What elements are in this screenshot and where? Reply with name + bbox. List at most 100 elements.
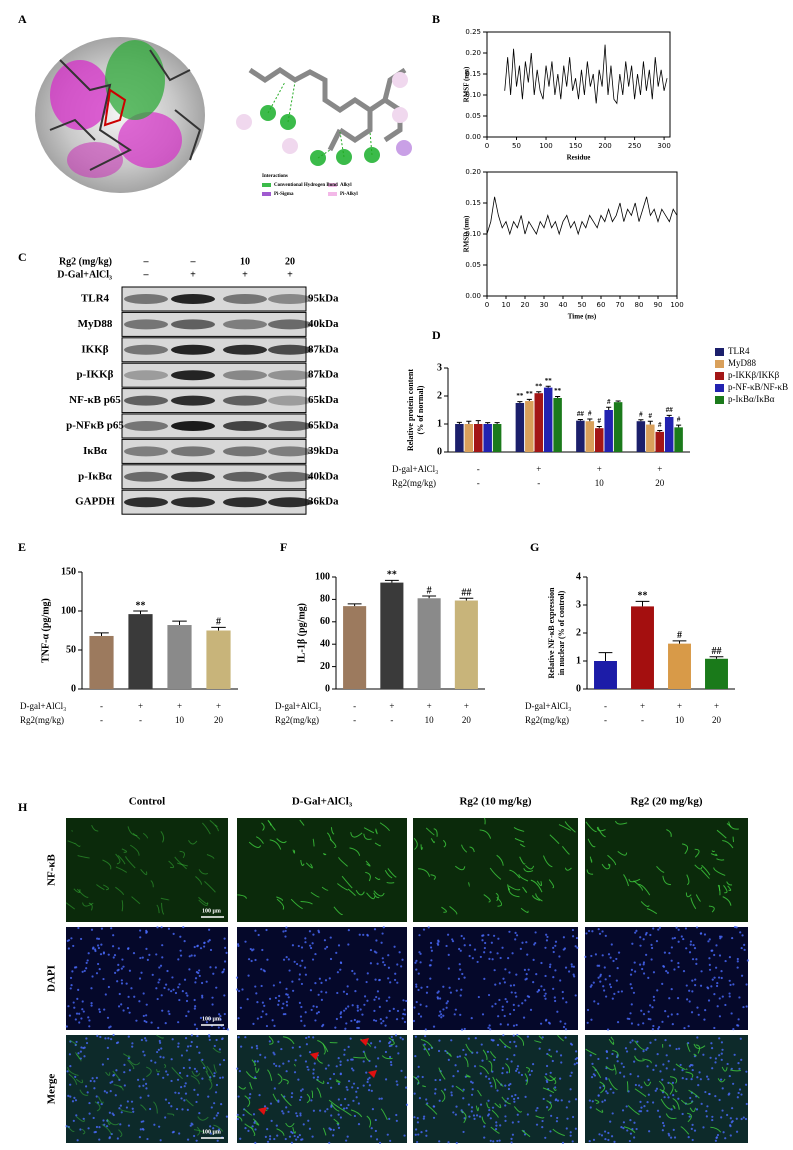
nucleus [284, 935, 287, 938]
nucleus [425, 1129, 428, 1132]
nucleus [337, 1098, 340, 1101]
fiber [374, 842, 381, 847]
fiber [665, 1113, 677, 1120]
nucleus [517, 1120, 520, 1123]
nucleus [688, 951, 692, 954]
nucleus [240, 1045, 243, 1048]
nucleus [208, 928, 211, 931]
nucleus [620, 990, 624, 993]
nucleus [447, 967, 450, 970]
nucleus [123, 1063, 126, 1067]
bar [417, 598, 441, 689]
nucleus [413, 1116, 416, 1119]
nucleus [236, 1117, 239, 1121]
nucleus [111, 945, 115, 948]
nucleus [670, 988, 673, 991]
nucleus [356, 1004, 359, 1007]
nucleus [559, 979, 562, 982]
nucleus [732, 1028, 735, 1031]
nucleus [355, 1090, 358, 1093]
nucleus [683, 1027, 686, 1030]
y-tick-label: 80 [320, 594, 330, 605]
blot-protein: GAPDH [75, 496, 115, 508]
nucleus [247, 974, 250, 977]
nucleus [414, 1035, 417, 1038]
blot-size: 36kDa [308, 496, 339, 508]
fiber [694, 864, 703, 870]
nucleus [555, 1050, 558, 1053]
nucleus [575, 1050, 578, 1053]
nucleus [598, 1133, 601, 1136]
nucleus [72, 1001, 75, 1004]
nucleus [545, 939, 549, 942]
nucleus [149, 1107, 152, 1111]
nucleus [620, 1062, 623, 1065]
fiber [727, 885, 732, 892]
bar [515, 403, 525, 452]
nucleus [219, 1014, 222, 1018]
nucleus [718, 1098, 721, 1102]
nucleus [334, 1026, 337, 1029]
nucleus [630, 1022, 634, 1025]
fiber [449, 905, 458, 915]
nucleus [470, 1093, 474, 1096]
nucleus [83, 969, 86, 972]
nucleus [708, 968, 712, 971]
blot-band [268, 370, 312, 381]
nucleus [375, 951, 378, 954]
nucleus [120, 982, 124, 985]
bar [631, 606, 654, 689]
nucleus [291, 1092, 294, 1095]
nucleus [190, 1122, 193, 1125]
fiber [469, 846, 475, 853]
nucleus [552, 946, 555, 949]
nucleus [422, 928, 426, 931]
nucleus [423, 1043, 426, 1046]
nucleus [497, 937, 500, 940]
fiber [67, 1125, 75, 1133]
fiber [585, 821, 597, 833]
nucleus [545, 933, 548, 936]
nucleus [307, 1119, 310, 1122]
nucleus [648, 1130, 651, 1133]
nucleus [157, 1073, 160, 1076]
nucleus [94, 949, 97, 953]
y-tick-label: 100 [61, 605, 76, 616]
nucleus [740, 974, 744, 977]
nucleus [297, 1078, 300, 1081]
fiber [717, 1078, 726, 1083]
nucleus [516, 1065, 520, 1068]
error-bar [545, 385, 551, 388]
nucleus [253, 1060, 257, 1063]
fiber [701, 864, 711, 876]
nucleus [455, 989, 458, 992]
nucleus [514, 931, 517, 934]
significance: # [658, 421, 662, 429]
plot-frame [486, 31, 671, 138]
nucleus [442, 985, 445, 988]
nucleus [576, 1056, 579, 1060]
nucleus [510, 1095, 514, 1098]
significance: # [607, 398, 611, 406]
nucleus [415, 1000, 418, 1004]
nucleus [393, 945, 396, 948]
nucleus [511, 952, 514, 955]
nucleus [458, 963, 461, 966]
nucleus [363, 1003, 366, 1006]
nucleus [535, 1123, 539, 1126]
fiber [127, 1059, 135, 1070]
error-bar [459, 597, 474, 601]
micrograph [413, 818, 578, 922]
fiber [310, 891, 320, 898]
nucleus [745, 1102, 748, 1106]
nucleus [700, 970, 703, 973]
x-tick-label: 10 [502, 301, 511, 309]
blot-band [124, 344, 168, 355]
nucleus [97, 962, 100, 966]
fiber [276, 898, 285, 910]
fiber [276, 838, 287, 844]
nucleus [371, 1107, 374, 1111]
nucleus [179, 935, 182, 938]
fiber [496, 854, 504, 866]
nucleus [75, 1114, 78, 1117]
